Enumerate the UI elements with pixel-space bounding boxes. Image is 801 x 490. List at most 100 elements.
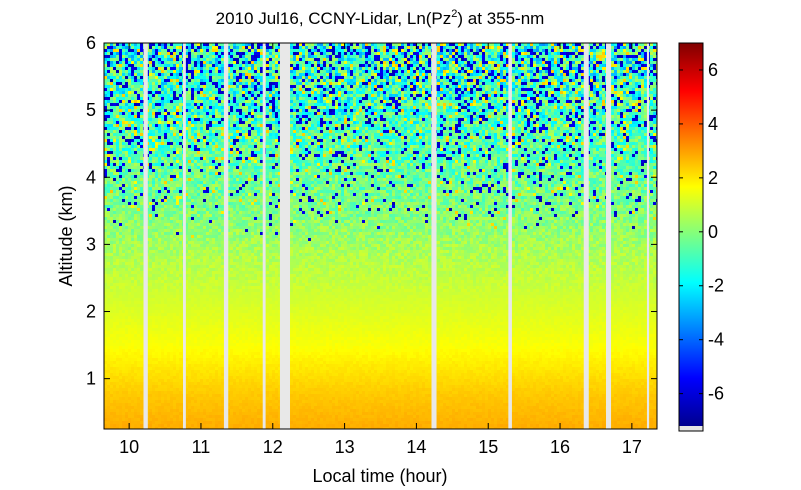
heatmap-cell	[179, 55, 182, 58]
heatmap-cell	[491, 103, 494, 106]
heatmap-cell	[302, 112, 305, 115]
heatmap-cell	[341, 85, 344, 88]
heatmap-cell	[320, 121, 323, 124]
heatmap-cell	[320, 94, 323, 97]
heatmap-cell	[527, 106, 530, 109]
heatmap-cell	[638, 91, 641, 94]
heatmap-cell	[443, 106, 446, 109]
heatmap-cell	[116, 58, 119, 61]
heatmap-cell	[437, 109, 440, 112]
heatmap-cell	[440, 121, 443, 124]
heatmap-cell	[554, 88, 557, 91]
heatmap-cell	[641, 94, 644, 97]
heatmap-cell	[233, 112, 236, 115]
heatmap-cell	[233, 70, 236, 73]
heatmap-cell	[314, 61, 317, 64]
heatmap-cell	[320, 58, 323, 61]
heatmap-cell	[554, 115, 557, 118]
heatmap-cell	[188, 67, 191, 70]
heatmap-cell	[641, 103, 644, 106]
heatmap-cell	[362, 103, 365, 106]
heatmap-cell	[128, 97, 131, 100]
heatmap-cell	[461, 88, 464, 91]
heatmap-cell	[173, 64, 176, 67]
heatmap-cell	[494, 52, 497, 55]
heatmap-cell	[623, 115, 626, 118]
heatmap-cell	[491, 70, 494, 73]
heatmap-cell	[266, 121, 269, 124]
heatmap-cell	[650, 106, 653, 109]
heatmap-cell	[551, 94, 554, 97]
heatmap-cell	[197, 58, 200, 61]
heatmap-cell	[296, 118, 299, 121]
heatmap-cell	[518, 52, 521, 55]
heatmap-cell	[236, 91, 239, 94]
heatmap-cell	[416, 82, 419, 85]
heatmap-cell	[530, 100, 533, 103]
heatmap-cell	[305, 52, 308, 55]
heatmap-cell	[269, 118, 272, 121]
heatmap-cell	[248, 85, 251, 88]
heatmap-cell	[491, 91, 494, 94]
heatmap-cell	[449, 115, 452, 118]
heatmap-cell	[629, 97, 632, 100]
heatmap-cell	[275, 67, 278, 70]
heatmap-cell	[452, 58, 455, 61]
heatmap-cell	[149, 88, 152, 91]
heatmap-cell	[359, 82, 362, 85]
heatmap-cell	[629, 121, 632, 124]
heatmap-cell	[545, 76, 548, 79]
heatmap-cell	[332, 55, 335, 58]
heatmap-cell	[323, 49, 326, 52]
heatmap-cell	[209, 88, 212, 91]
heatmap-cell	[239, 82, 242, 85]
heatmap-cell	[476, 64, 479, 67]
heatmap-cell	[479, 70, 482, 73]
heatmap-cell	[176, 85, 179, 88]
heatmap-cell	[299, 94, 302, 97]
heatmap-cell	[302, 64, 305, 67]
heatmap-cell	[533, 118, 536, 121]
heatmap-cell	[350, 85, 353, 88]
heatmap-cell	[308, 106, 311, 109]
heatmap-cell	[404, 91, 407, 94]
heatmap-cell	[245, 91, 248, 94]
heatmap-cell	[542, 100, 545, 103]
heatmap-cell	[191, 73, 194, 76]
heatmap-cell	[650, 58, 653, 61]
heatmap-cell	[296, 121, 299, 124]
heatmap-cell	[251, 64, 254, 67]
heatmap-cell	[593, 109, 596, 112]
heatmap-cell	[140, 100, 143, 103]
heatmap-cell	[368, 109, 371, 112]
heatmap-cell	[467, 85, 470, 88]
heatmap-cell	[614, 64, 617, 67]
heatmap-cell	[488, 97, 491, 100]
heatmap-cell	[482, 52, 485, 55]
heatmap-cell	[332, 112, 335, 115]
heatmap-cell	[371, 58, 374, 61]
heatmap-cell	[395, 97, 398, 100]
heatmap-cell	[320, 49, 323, 52]
heatmap-cell	[419, 82, 422, 85]
heatmap-cell	[650, 85, 653, 88]
heatmap-cell	[176, 46, 179, 49]
heatmap-cell	[218, 97, 221, 100]
heatmap-cell	[428, 115, 431, 118]
heatmap-cell	[554, 49, 557, 52]
heatmap-cell	[350, 115, 353, 118]
heatmap-cell	[521, 70, 524, 73]
heatmap-cell	[542, 79, 545, 82]
heatmap-cell	[494, 82, 497, 85]
heatmap-cell	[545, 64, 548, 67]
heatmap-cell	[206, 73, 209, 76]
heatmap-cell	[188, 49, 191, 52]
heatmap-cell	[326, 97, 329, 100]
heatmap-cell	[611, 115, 614, 118]
heatmap-cell	[557, 55, 560, 58]
heatmap-cell	[191, 88, 194, 91]
heatmap-cell	[596, 112, 599, 115]
heatmap-cell	[314, 103, 317, 106]
heatmap-cell	[443, 91, 446, 94]
heatmap-cell	[335, 94, 338, 97]
